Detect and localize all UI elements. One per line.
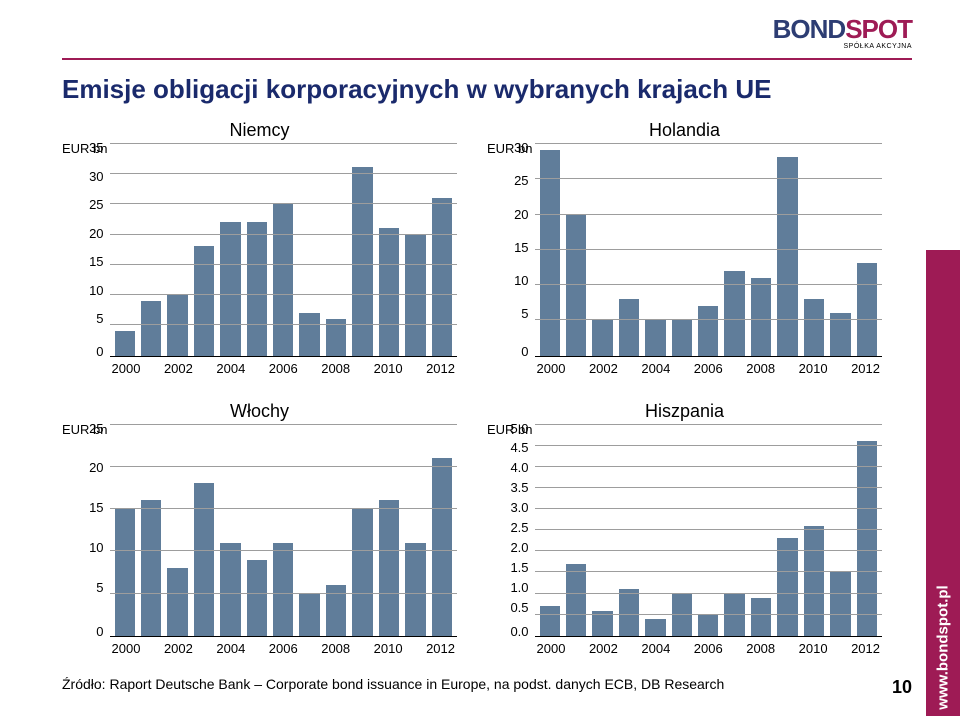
bar [273, 543, 293, 637]
bar [247, 560, 267, 637]
plot-area: 302520151050 [535, 143, 882, 357]
x-ticks: 2000200220042006200820102012 [535, 641, 882, 656]
page-title: Emisje obligacji korporacyjnych w wybran… [62, 74, 772, 105]
plot-area: 5.04.54.03.53.02.52.01.51.00.50.0 [535, 424, 882, 638]
bar [672, 320, 692, 355]
bar [167, 295, 187, 356]
charts-grid: NiemcyEUR bn3530252015105020002002200420… [62, 120, 882, 656]
bar [115, 331, 135, 355]
bar [326, 319, 346, 355]
bar [724, 594, 744, 637]
bar [645, 619, 665, 636]
chart-title: Holandia [487, 120, 882, 141]
chart-title: Hiszpania [487, 401, 882, 422]
bar [592, 320, 612, 355]
bar [299, 594, 319, 637]
bar [194, 483, 214, 636]
bar [804, 526, 824, 637]
bar [220, 222, 240, 356]
bar [619, 299, 639, 356]
bar [751, 278, 771, 356]
bar [194, 246, 214, 355]
bar [115, 509, 135, 637]
bar [352, 167, 372, 355]
bar [724, 271, 744, 356]
sidebar-stripe: www.bondspot.pl [926, 250, 960, 716]
bar [698, 306, 718, 356]
bar [645, 320, 665, 355]
bar [751, 598, 771, 636]
bar [379, 228, 399, 356]
x-ticks: 2000200220042006200820102012 [110, 641, 457, 656]
bar [352, 509, 372, 637]
bar [777, 538, 797, 636]
bar [830, 313, 850, 356]
bar [405, 234, 425, 355]
chart-panel: HolandiaEUR bn30252015105020002002200420… [487, 120, 882, 376]
bar [698, 615, 718, 636]
y-ticks: 2520151050 [89, 424, 103, 637]
plot-area: 2520151050 [110, 424, 457, 638]
chart-panel: HiszpaniaEUR bn5.04.54.03.53.02.52.01.51… [487, 401, 882, 657]
sidebar-url: www.bondspot.pl [935, 585, 952, 709]
x-ticks: 2000200220042006200820102012 [110, 361, 457, 376]
bar [566, 214, 586, 356]
bar [141, 500, 161, 636]
bar [672, 594, 692, 637]
bar [326, 585, 346, 636]
bar [405, 543, 425, 637]
brand-logo: BONDSPOT SPÓŁKA AKCYJNA [773, 14, 912, 50]
bar [247, 222, 267, 356]
chart-title: Niemcy [62, 120, 457, 141]
bar [432, 458, 452, 637]
bar [540, 150, 560, 355]
y-ticks: 302520151050 [514, 143, 528, 356]
plot-area: 35302520151050 [110, 143, 457, 357]
bar [379, 500, 399, 636]
bar [273, 204, 293, 356]
bar [619, 589, 639, 636]
bar [857, 263, 877, 355]
chart-title: Włochy [62, 401, 457, 422]
bar [592, 611, 612, 637]
source-text: Źródło: Raport Deutsche Bank – Corporate… [62, 676, 724, 692]
page-number: 10 [892, 677, 912, 698]
chart-panel: WłochyEUR bn2520151050200020022004200620… [62, 401, 457, 657]
x-ticks: 2000200220042006200820102012 [535, 361, 882, 376]
bar [566, 564, 586, 636]
bar [830, 572, 850, 636]
bar [141, 301, 161, 356]
logo-text: BONDSPOT [773, 14, 912, 45]
y-ticks: 5.04.54.03.53.02.52.01.51.00.50.0 [510, 424, 528, 637]
bar [777, 157, 797, 355]
header-rule [62, 58, 912, 60]
bar [220, 543, 240, 637]
chart-panel: NiemcyEUR bn3530252015105020002002200420… [62, 120, 457, 376]
bar [167, 568, 187, 636]
bar [432, 198, 452, 356]
bar [299, 313, 319, 356]
bar [857, 441, 877, 637]
bar [540, 606, 560, 636]
bar [804, 299, 824, 356]
y-ticks: 35302520151050 [89, 143, 103, 356]
